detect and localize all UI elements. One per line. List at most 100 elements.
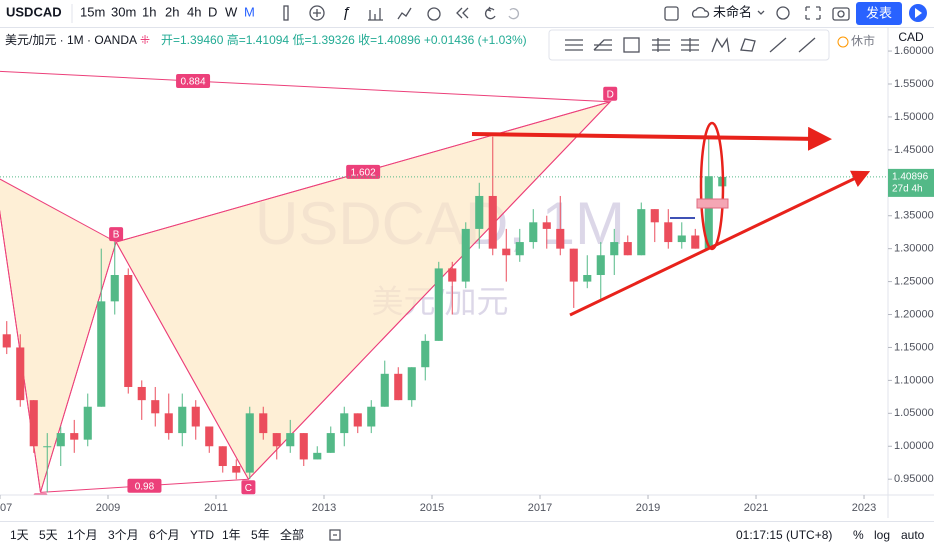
candle-body xyxy=(664,222,673,243)
candle-body xyxy=(380,373,389,407)
y-tick-label: 1.20000 xyxy=(894,308,934,320)
fx-icon[interactable]: ƒ xyxy=(342,4,350,21)
tool[interactable] xyxy=(798,37,816,53)
candle-body xyxy=(326,433,335,453)
candle-body xyxy=(340,413,349,434)
settings-icon[interactable] xyxy=(776,6,790,20)
candle-body xyxy=(556,228,565,249)
undo-icon[interactable] xyxy=(485,6,496,20)
range-button[interactable]: 全部 xyxy=(280,527,304,542)
tool[interactable] xyxy=(711,37,730,53)
snapshot-icon[interactable] xyxy=(832,7,850,21)
currency: CAD xyxy=(898,30,924,44)
template-icon[interactable] xyxy=(397,7,412,20)
alert-icon[interactable] xyxy=(427,7,441,21)
redo-icon[interactable] xyxy=(508,8,519,20)
range-button[interactable]: 5天 xyxy=(39,528,58,542)
interval[interactable]: M xyxy=(244,4,255,19)
price-axis xyxy=(888,28,934,518)
x-tick-label: 2017 xyxy=(528,502,552,514)
top-toolbar: USDCAD 15m 30m 1h 2h 4h D W M ƒ 未命名 发表 xyxy=(0,0,934,28)
range-button[interactable]: 3个月 xyxy=(108,528,139,542)
candle-body xyxy=(421,340,430,368)
candle-body xyxy=(610,242,619,256)
range-button[interactable]: YTD xyxy=(190,528,214,542)
indicator-icon[interactable] xyxy=(309,5,325,21)
tool[interactable] xyxy=(565,39,583,51)
fullscreen-icon[interactable] xyxy=(805,6,821,20)
range-button[interactable]: 5年 xyxy=(251,528,270,542)
y-tick-label: 1.05000 xyxy=(894,407,934,419)
point-label: B xyxy=(113,230,120,241)
price-tag-label: 1.40896 xyxy=(892,172,929,183)
candle-body xyxy=(178,406,187,434)
symbol[interactable]: USDCAD xyxy=(6,4,62,19)
red-arrow xyxy=(471,126,832,151)
ratio-box xyxy=(176,74,211,89)
range-button[interactable]: 6个月 xyxy=(149,528,180,542)
tool[interactable] xyxy=(769,37,787,53)
scale-option[interactable]: auto xyxy=(901,528,925,542)
candle-body xyxy=(448,268,457,282)
chart-type-icon[interactable] xyxy=(283,5,289,21)
ratio-label: 1.602 xyxy=(351,168,376,179)
point-box xyxy=(109,227,124,242)
interval[interactable]: 4h xyxy=(187,4,201,19)
user-drawings xyxy=(471,121,871,317)
tool[interactable] xyxy=(623,37,640,53)
interval[interactable]: 15m xyxy=(80,4,105,19)
ratio-label: 0.98 xyxy=(135,481,155,492)
tool[interactable] xyxy=(740,38,756,52)
publish-label[interactable]: 发表 xyxy=(866,5,892,20)
candle-body xyxy=(83,406,92,440)
x-tick-label: 2023 xyxy=(852,502,876,514)
x-tick-label: 2009 xyxy=(96,502,120,514)
point-label: D xyxy=(607,89,614,100)
y-tick-label: 1.35000 xyxy=(894,210,934,222)
candle-body xyxy=(218,446,227,467)
interval[interactable]: 30m xyxy=(111,4,136,19)
tool[interactable] xyxy=(652,38,670,52)
candle-body xyxy=(677,235,686,243)
scale-option[interactable]: % xyxy=(853,528,864,542)
scale-option[interactable]: log xyxy=(874,528,890,542)
interval[interactable]: 1h xyxy=(142,4,156,19)
y-tick-label: 1.30000 xyxy=(894,243,934,255)
candle-body xyxy=(164,413,173,434)
play-icon xyxy=(915,8,922,18)
market-status: 休市 xyxy=(851,33,875,48)
candle-body xyxy=(596,255,605,276)
price-tag xyxy=(888,168,934,197)
candle-body xyxy=(407,367,416,401)
publish-button[interactable] xyxy=(856,2,902,25)
tool[interactable] xyxy=(681,38,699,52)
candle-body xyxy=(488,195,497,249)
candle-body xyxy=(259,413,268,434)
x-tick-label: 2015 xyxy=(420,502,444,514)
candle-body xyxy=(70,433,79,440)
y-tick-label: 1.00000 xyxy=(894,440,934,452)
interval[interactable]: D xyxy=(208,4,217,19)
layout-name[interactable]: 未命名 xyxy=(713,4,752,19)
candle-body xyxy=(623,242,632,256)
checkbox[interactable] xyxy=(664,6,679,21)
y-tick-label: 1.15000 xyxy=(894,341,934,353)
candle-body xyxy=(353,413,362,427)
legend-icon[interactable]: ⁜ xyxy=(140,33,150,47)
interval[interactable]: 2h xyxy=(165,4,179,19)
cloud-icon xyxy=(691,6,710,18)
candle-body xyxy=(286,433,295,447)
replay-icon[interactable] xyxy=(456,7,469,19)
goto-icon[interactable] xyxy=(329,529,341,541)
candle-body xyxy=(191,406,200,427)
range-button[interactable]: 1年 xyxy=(222,528,241,542)
compare-icon[interactable] xyxy=(368,8,383,21)
range-button[interactable]: 1个月 xyxy=(67,528,98,542)
tool[interactable] xyxy=(593,39,612,51)
interval[interactable]: W xyxy=(225,4,238,19)
candle-body xyxy=(43,446,52,448)
candle-body xyxy=(515,242,524,256)
range-button[interactable]: 1天 xyxy=(10,528,29,542)
